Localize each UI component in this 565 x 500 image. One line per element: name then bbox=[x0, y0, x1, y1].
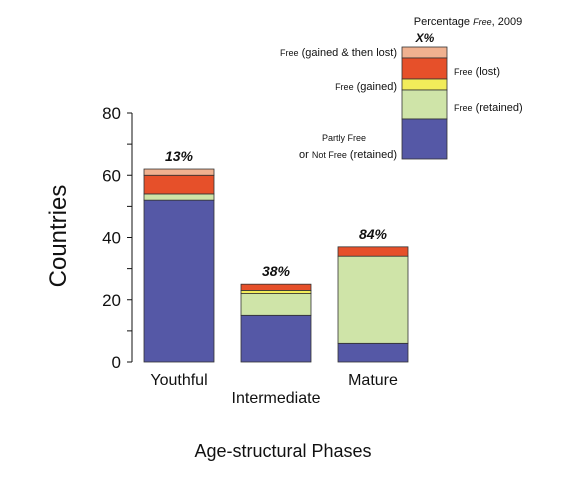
bar-segment-1-0 bbox=[240, 314, 312, 363]
legend-label-free-retained: Free (retained) bbox=[454, 102, 523, 114]
bar-percent-label: 13% bbox=[165, 148, 194, 164]
legend-swatch-2 bbox=[401, 78, 448, 91]
legend-sample-percent: X% bbox=[415, 31, 435, 45]
bar-segment-2-0 bbox=[337, 342, 409, 363]
y-axis-title: Countries bbox=[45, 185, 72, 288]
x-category-label: Intermediate bbox=[232, 390, 321, 407]
y-tick-label: 60 bbox=[102, 166, 121, 185]
legend-swatch-4 bbox=[401, 46, 448, 59]
y-tick-label: 0 bbox=[112, 353, 121, 372]
bar-percent-label: 84% bbox=[359, 226, 388, 242]
bar-segment-1-1 bbox=[240, 293, 312, 316]
y-tick-label: 20 bbox=[102, 291, 121, 310]
legend-title: Percentage Free, 2009 bbox=[414, 16, 522, 28]
legend-swatch-3 bbox=[401, 57, 448, 80]
bar-segment-1-3 bbox=[240, 283, 312, 291]
bar-segment-0-0 bbox=[143, 199, 215, 363]
legend-label-partly-free-line1: Partly Free bbox=[322, 133, 366, 143]
bar-segment-0-1 bbox=[143, 193, 215, 201]
bar-percent-label: 38% bbox=[262, 263, 291, 279]
legend-swatch-1 bbox=[401, 89, 448, 120]
legend-label-free-gained-then-lost: Free (gained & then lost) bbox=[280, 47, 397, 59]
legend-label-partly-free-line2: or Not Free (retained) bbox=[299, 149, 397, 161]
bar-segment-1-2 bbox=[240, 290, 312, 294]
legend-swatch-0 bbox=[401, 118, 448, 160]
legend-label-free-gained: Free (gained) bbox=[335, 81, 397, 93]
bar-segment-2-1 bbox=[337, 255, 409, 344]
y-tick-label: 40 bbox=[102, 229, 121, 248]
bar-segment-0-3 bbox=[143, 174, 215, 195]
legend-label-free-lost: Free (lost) bbox=[454, 66, 500, 78]
x-category-label: Mature bbox=[348, 372, 398, 389]
x-category-label: Youthful bbox=[150, 372, 207, 389]
bar-segment-2-3 bbox=[337, 246, 409, 257]
y-tick-label: 80 bbox=[102, 104, 121, 123]
bar-segment-0-4 bbox=[143, 168, 215, 176]
x-axis-title: Age-structural Phases bbox=[194, 441, 371, 461]
legend-title-free: Free bbox=[473, 17, 492, 27]
